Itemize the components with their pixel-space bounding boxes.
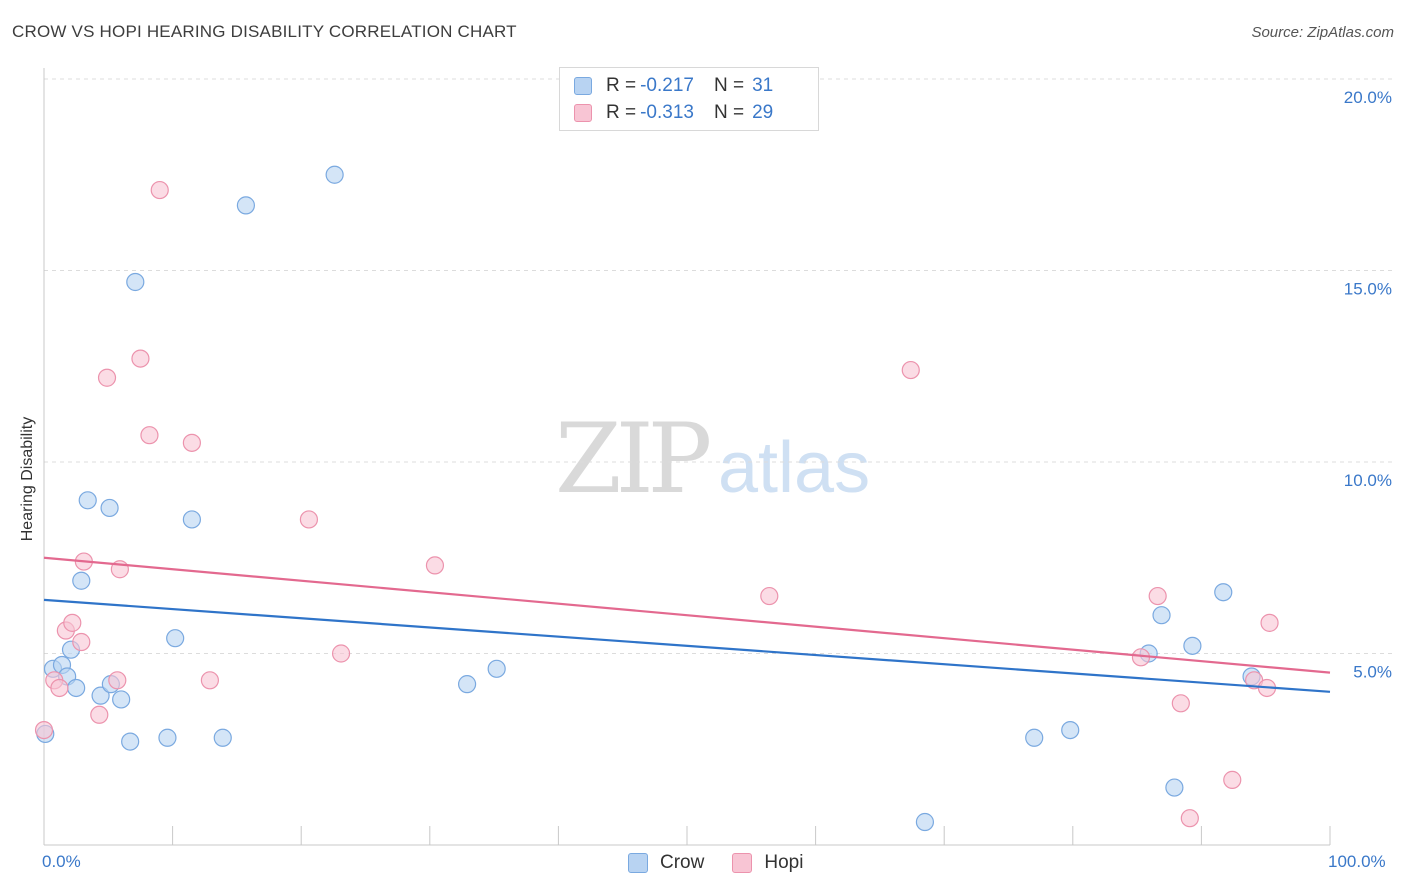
legend-hopi-n-value: 29 (752, 102, 774, 123)
crow-point-26 (1152, 606, 1171, 625)
crow-point-7 (78, 491, 97, 510)
crow-trend-line (43, 598, 1331, 693)
hopi-point-19 (760, 586, 779, 606)
watermark-atlas: atlas (718, 428, 870, 508)
bottom-legend: Crow Hopi (628, 852, 831, 874)
crow-point-11 (112, 690, 131, 709)
chart-title: CROW VS HOPI HEARING DISABILITY CORRELAT… (12, 22, 517, 41)
legend-hopi-r-value: -0.313 (640, 102, 694, 123)
crow-point-15 (166, 629, 185, 648)
hopi-point-28 (1260, 613, 1279, 632)
hopi-point-20 (901, 360, 920, 380)
hopi-point-0 (34, 720, 54, 740)
legend-crow-r-label: R = (606, 75, 637, 96)
chart-source: Source: ZipAtlas.com (1251, 24, 1394, 41)
hopi-point-7 (90, 705, 109, 724)
y-tick-label-2: 15.0% (1344, 280, 1392, 299)
legend-crow-r-value: -0.217 (640, 75, 694, 96)
crow-point-17 (213, 728, 232, 747)
hopi-point-24 (1180, 809, 1199, 828)
bottom-legend-swatch-crow (628, 853, 648, 873)
hopi-point-5 (72, 632, 91, 652)
x-tick-label-max: 100.0% (1328, 852, 1386, 871)
legend-row-crow: R = -0.217 N = 31 (574, 74, 773, 98)
hopi-trend-line (43, 556, 1331, 674)
crow-point-20 (457, 675, 477, 694)
crow-point-9 (100, 498, 119, 518)
crow-point-21 (487, 659, 506, 678)
watermark-zip: ZIP (555, 403, 710, 515)
legend-crow-n-label: N = (713, 75, 745, 96)
y-tick-label-1: 10.0% (1344, 471, 1392, 490)
crow-point-12 (121, 732, 140, 751)
hopi-point-4 (63, 613, 82, 632)
hopi-point-22 (1148, 586, 1167, 606)
crow-point-24 (1061, 720, 1080, 740)
crow-point-6 (72, 571, 91, 590)
crow-point-28 (1183, 636, 1202, 655)
hopi-point-25 (1223, 770, 1242, 789)
y-tick-label-3: 20.0% (1344, 88, 1392, 107)
crow-point-22 (915, 812, 935, 832)
hopi-point-9 (108, 671, 127, 690)
hopi-point-14 (182, 433, 201, 452)
legend-row-hopi: R = -0.313 N = 29 (574, 101, 773, 125)
crow-point-27 (1165, 778, 1184, 797)
hopi-point-8 (97, 368, 117, 387)
crow-point-5 (67, 678, 86, 698)
hopi-point-16 (299, 510, 319, 529)
bottom-legend-label-hopi: Hopi (764, 852, 804, 873)
hopi-point-15 (200, 671, 219, 690)
crow-point-29 (1214, 583, 1233, 602)
x-tick-label-min: 0.0% (42, 852, 81, 871)
hopi-point-11 (131, 349, 150, 368)
bottom-legend-swatch-hopi (732, 853, 753, 873)
hopi-point-12 (140, 426, 159, 445)
crow-point-18 (236, 196, 256, 215)
crow-point-16 (182, 510, 201, 529)
y-tick-label-0: 5.0% (1353, 663, 1392, 682)
legend-box: R = -0.217 N = 31 R = -0.313 N = 29 (559, 67, 819, 131)
hopi-point-17 (331, 644, 351, 663)
legend-hopi-n-label: N = (713, 102, 745, 123)
legend-hopi-r-label: R = (606, 102, 637, 123)
hopi-point-18 (425, 556, 445, 575)
crow-point-19 (325, 165, 344, 184)
bottom-legend-hopi: Hopi (732, 852, 803, 874)
y-axis-label: Hearing Disability (19, 416, 36, 542)
bottom-legend-crow: Crow (628, 852, 704, 874)
hopi-point-23 (1171, 694, 1190, 713)
crow-point-14 (158, 728, 177, 747)
crow-point-8 (91, 686, 110, 705)
bottom-legend-label-crow: Crow (660, 852, 705, 873)
legend-swatch-crow (574, 77, 592, 95)
crow-point-13 (126, 272, 145, 292)
legend-crow-n-value: 31 (752, 75, 774, 96)
hopi-point-2 (50, 678, 69, 698)
hopi-point-13 (150, 180, 169, 200)
crow-point-23 (1025, 728, 1044, 747)
legend-swatch-hopi (574, 104, 592, 122)
